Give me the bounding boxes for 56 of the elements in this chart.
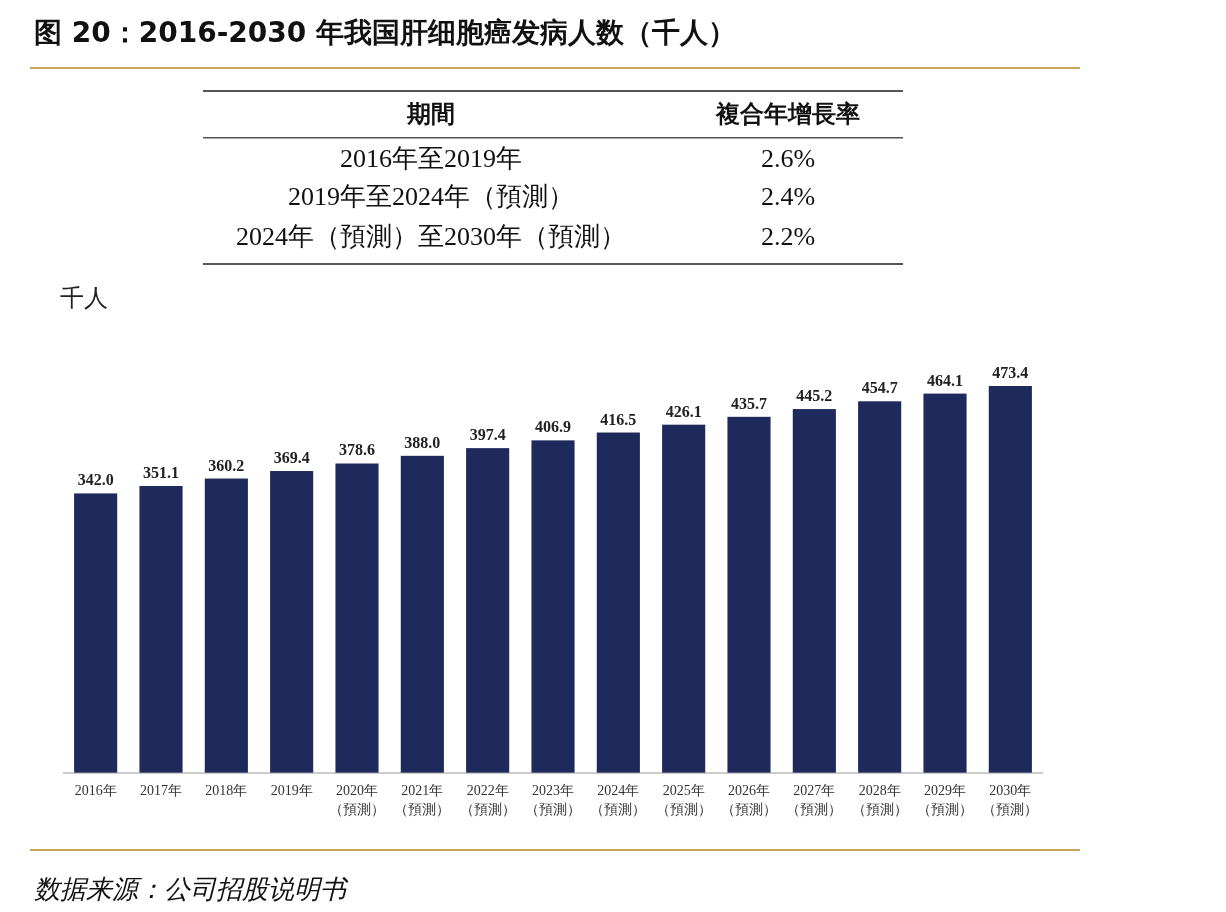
data-label: 406.9 (535, 418, 571, 436)
data-label: 378.6 (339, 441, 375, 459)
text: 2.2% (760, 221, 816, 251)
x-tick-label: 2030年（預測） (982, 783, 1039, 817)
x-tick-label: 2024年（預測） (590, 783, 647, 817)
bar (662, 424, 706, 773)
bar (139, 485, 183, 773)
x-tick-label: 2017年 (140, 783, 182, 798)
text: 期間 (406, 100, 455, 128)
x-tick-label: 2018年 (205, 783, 248, 798)
data-label: 416.5 (600, 410, 637, 428)
data-label: 426.1 (665, 402, 702, 420)
bar (792, 409, 836, 773)
chart-title: 图 20：2016-2030 年我国肝细胞癌发病人数（千人） (34, 16, 736, 49)
data-label: 435.7 (731, 394, 767, 412)
text: 複合年增長率 (715, 100, 860, 128)
data-label: 473.4 (992, 364, 1029, 381)
x-tick-label: 2022年（預測） (459, 783, 516, 817)
x-tick-label: 2028年（預測） (851, 783, 908, 817)
x-tick-label: 2027年（預測） (786, 783, 843, 817)
bar (335, 463, 379, 773)
x-tick-label: 2021年（預測） (394, 783, 451, 817)
x-tick-label: 2025年（預測） (655, 783, 712, 817)
bar (531, 440, 575, 773)
x-tick-label: 2020年（預測） (329, 783, 385, 817)
data-label: 342.0 (77, 471, 114, 489)
bar (270, 471, 314, 773)
data-label: 464.1 (927, 371, 963, 389)
x-tick-label: 2029年（預測） (917, 783, 973, 817)
bar (923, 393, 967, 773)
text: 2016年至2019年 (340, 143, 522, 173)
x-tick-label: 2016年 (74, 783, 117, 798)
data-label: 397.4 (469, 426, 506, 444)
x-tick-label: 2023年（預測） (525, 783, 581, 817)
bar (74, 493, 118, 773)
text: 2.4% (760, 181, 816, 211)
bar (858, 401, 902, 773)
bar (727, 416, 771, 773)
source-note: 数据来源：公司招股说明书 (34, 874, 349, 904)
text: 2019年至2024年（預測） (288, 181, 574, 211)
data-label: 445.2 (796, 387, 833, 405)
bar (204, 478, 248, 773)
x-tick-label: 2026年（預測） (721, 783, 777, 817)
text: 2024年（預測）至2030年（預測） (236, 221, 626, 251)
x-tick-label: 2019年 (270, 783, 313, 798)
data-label: 360.2 (208, 456, 245, 474)
bar (466, 448, 510, 773)
data-label: 369.4 (273, 449, 310, 467)
data-label: 454.7 (861, 379, 898, 397)
text: 2.6% (760, 143, 816, 173)
bar (400, 455, 444, 773)
y-axis-title: 千人 (60, 284, 108, 312)
data-label: 388.0 (404, 433, 441, 451)
bar (596, 432, 640, 773)
bar (988, 386, 1032, 773)
data-label: 351.1 (143, 463, 179, 481)
